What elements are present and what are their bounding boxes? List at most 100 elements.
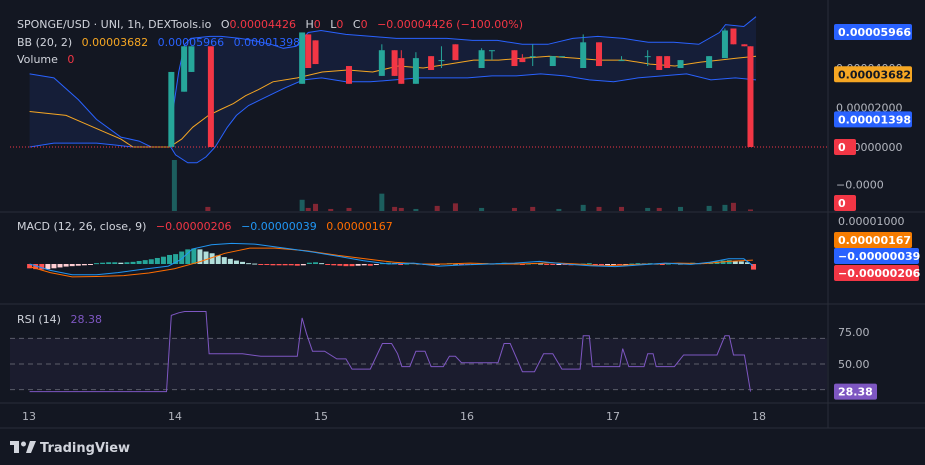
rsi-tag-text: 28.38 — [838, 386, 873, 399]
macd-hist-bar — [550, 264, 556, 265]
candle — [558, 56, 565, 58]
macd-hist-bar — [246, 263, 252, 265]
candle — [741, 44, 748, 47]
candle — [519, 54, 526, 63]
candle-body — [345, 66, 352, 84]
volume-value: 0 — [67, 53, 74, 66]
macd-hist-bar — [355, 264, 361, 266]
macd-hist-bar — [136, 260, 142, 264]
candle — [305, 34, 312, 68]
legend-symbol-row: SPONGE/USD · UNI, 1h, DEXTools.io O0.000… — [17, 18, 523, 31]
macd-hist-bar — [173, 254, 179, 264]
price-tag-2-bg — [834, 111, 912, 128]
candle-body — [478, 50, 485, 68]
ohlc-close-value: 0 — [361, 18, 368, 31]
price-change: −0.00004426 (−100.00%) — [377, 18, 523, 31]
candle-body — [677, 60, 684, 68]
candle-body — [664, 56, 671, 68]
macd-hist-bar — [605, 264, 611, 265]
macd-hist-bar — [544, 264, 550, 265]
macd-hist-bar — [732, 260, 738, 264]
price-tag-3: 0 — [834, 139, 856, 155]
legend-volume-row: Volume 0 — [17, 53, 74, 66]
macd-hist-bar — [319, 263, 325, 265]
time-tick-label: 17 — [606, 410, 620, 423]
macd-hist-bar — [154, 257, 160, 264]
macd-hist-bar — [459, 264, 465, 265]
macd-hist-bar — [94, 263, 100, 265]
price-axis[interactable]: 0.000040000.000020000.00000000−0.00000.0… — [834, 24, 912, 211]
candle — [181, 46, 188, 92]
macd-hist-bar — [398, 264, 404, 265]
price-tag-2-text: 0.00001398 — [838, 113, 911, 126]
macd-hist-bar — [598, 264, 604, 266]
ohlc-high-label: H — [305, 18, 313, 31]
rsi-axis[interactable]: 75.00 50.00 28.38 — [834, 326, 877, 400]
macd-hist-bar — [221, 257, 227, 264]
macd-hist-bar — [556, 264, 562, 265]
rsi-tag-bg — [834, 383, 877, 400]
price-pane[interactable] — [10, 16, 827, 211]
macd-hist-bar — [197, 249, 203, 264]
time-tick-label: 15 — [314, 410, 328, 423]
macd-tag-0-bg — [834, 232, 912, 248]
macd-hist-bar — [404, 263, 410, 265]
macd-hist-bar — [635, 263, 641, 265]
macd-hist-bar — [343, 264, 349, 267]
candle — [478, 48, 485, 68]
macd-hist-bar — [367, 264, 373, 266]
candle-body — [644, 56, 651, 58]
volume-bar — [511, 207, 517, 211]
volume-bar — [580, 204, 586, 211]
price-tag-0-bg — [834, 24, 912, 40]
macd-hist-bar — [270, 264, 276, 266]
macd-hist-bar — [100, 262, 106, 264]
macd-tag-0: 0.00000167 — [834, 232, 912, 248]
volume-bar — [205, 206, 211, 211]
macd-hist-bar — [294, 264, 300, 266]
macd-hist-bar — [69, 264, 75, 267]
rsi-tick-label: 50.00 — [838, 358, 870, 371]
macd-hist-bar — [592, 264, 598, 265]
volume-bar — [413, 208, 419, 211]
price-tag-2: 0.00001398 — [834, 111, 912, 128]
ohlc-low-value: 0 — [336, 18, 343, 31]
macd-pane[interactable] — [27, 242, 757, 278]
macd-hist-bar — [51, 264, 57, 269]
macd-axis[interactable]: 0.00001000 0.00000167 −0.00000039 −0.000002… — [834, 215, 921, 281]
candle — [664, 56, 671, 68]
price-tag-0: 0.00005966 — [834, 24, 912, 40]
candle-body — [188, 46, 195, 72]
volume-bar — [452, 203, 458, 211]
watermark-text: TradingView — [40, 441, 130, 456]
macd-hist-bar — [75, 264, 81, 266]
macd-hist-bar — [586, 263, 592, 265]
candle — [412, 52, 419, 84]
volume-bar — [305, 207, 311, 211]
macd-hist-bar — [611, 264, 617, 265]
volume-bar — [596, 206, 602, 211]
candle-body — [207, 46, 214, 147]
symbol-title: SPONGE/USD · UNI, 1h, DEXTools.io — [17, 18, 212, 31]
macd-hist-bar — [288, 264, 294, 266]
macd-hist-bar — [45, 264, 51, 270]
volume-bar — [722, 204, 728, 211]
macd-line-value: −0.00000039 — [241, 220, 317, 233]
time-axis[interactable]: 13 14 15 16 17 18 — [22, 410, 766, 423]
candle-body — [181, 46, 188, 92]
rsi-pane[interactable] — [10, 311, 827, 393]
volume-bar — [479, 207, 485, 211]
candle-body — [549, 56, 556, 67]
volume-bar — [645, 207, 651, 211]
candle-body — [519, 58, 526, 63]
rsi-value: 28.38 — [70, 313, 102, 326]
macd-hist-bar — [39, 264, 45, 270]
candle-body — [747, 46, 754, 147]
candle-body — [656, 56, 663, 70]
volume-bar — [530, 206, 536, 211]
macd-hist-value: −0.00000206 — [156, 220, 232, 233]
candle-body — [412, 58, 419, 84]
price-tag-1: 0.00003682 — [834, 66, 912, 83]
macd-hist-bar — [167, 254, 173, 264]
